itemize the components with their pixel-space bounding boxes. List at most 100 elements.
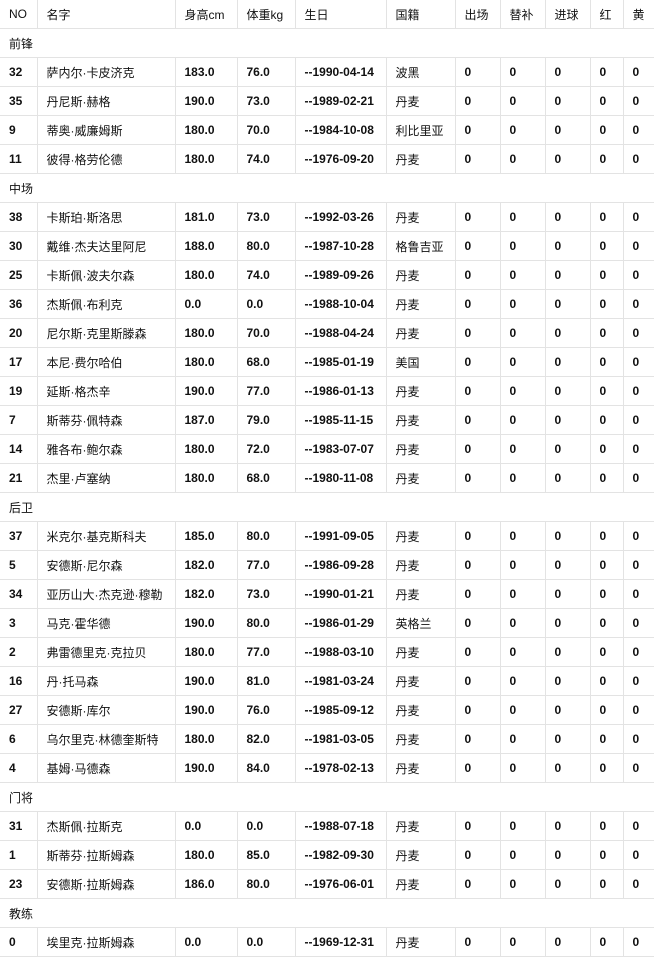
cell-name[interactable]: 杰里·卢塞纳 <box>36 463 175 493</box>
player-row[interactable]: 1 斯蒂芬·拉斯姆森 180.0 85.0 --1982-09-30 丹麦 0 0 0 0 0 <box>0 840 654 870</box>
player-row[interactable]: 32 萨内尔·卡皮济克 183.0 76.0 --1990-04-14 波黑 0 0 0 0 0 <box>0 57 654 87</box>
player-row[interactable]: 38 卡斯珀·斯洛思 181.0 73.0 --1992-03-26 丹麦 0 0 0 0 0 <box>0 202 654 232</box>
cell-name[interactable]: 丹·托马森 <box>36 666 175 696</box>
cell-name[interactable]: 亚历山大·杰克逊·穆勒 <box>36 579 175 609</box>
cell-name[interactable]: 本尼·费尔哈伯 <box>36 347 175 377</box>
player-row[interactable]: 4 基姆·马德森 190.0 84.0 --1978-02-13 丹麦 0 0 0 0 0 <box>0 753 654 783</box>
cell-name[interactable]: 蒂奥·威廉姆斯 <box>36 115 175 145</box>
column-header-yellow-cards[interactable]: 黄 <box>622 0 654 29</box>
cell-name[interactable]: 米克尔·基克斯科夫 <box>36 521 175 551</box>
cell-name[interactable]: 彼得·格劳伦德 <box>36 144 175 174</box>
cell-name[interactable]: 乌尔里克·林德奎斯特 <box>36 724 175 754</box>
column-header-weight[interactable]: 体重kg <box>236 0 295 29</box>
player-row[interactable]: 21 杰里·卢塞纳 180.0 68.0 --1980-11-08 丹麦 0 0 0 0 0 <box>0 463 654 493</box>
cell-name[interactable]: 杰斯佩·拉斯克 <box>36 811 175 841</box>
player-row[interactable]: 23 安德斯·拉斯姆森 186.0 80.0 --1976-06-01 丹麦 0 0 0 0 0 <box>0 869 654 899</box>
cell-appearances: 0 <box>454 347 500 377</box>
cell-appearances: 0 <box>454 260 500 290</box>
player-row[interactable]: 0 埃里克·拉斯姆森 0.0 0.0 --1969-12-31 丹麦 0 0 0 0 0 <box>0 927 654 957</box>
column-header-substitutes[interactable]: 替补 <box>499 0 545 29</box>
column-header-name[interactable]: 名字 <box>36 0 175 29</box>
cell-birthday: --1969-12-31 <box>294 927 386 957</box>
player-row[interactable]: 14 雅各布·鲍尔森 180.0 72.0 --1983-07-07 丹麦 0 0 0 0 0 <box>0 434 654 464</box>
player-row[interactable]: 16 丹·托马森 190.0 81.0 --1981-03-24 丹麦 0 0 0 0 0 <box>0 666 654 696</box>
cell-name[interactable]: 卡斯珀·斯洛思 <box>36 202 175 232</box>
cell-number: 16 <box>0 666 37 696</box>
cell-goals: 0 <box>544 608 590 638</box>
player-row[interactable]: 9 蒂奥·威廉姆斯 180.0 70.0 --1984-10-08 利比里亚 0 0 0 0 0 <box>0 115 654 145</box>
cell-name[interactable]: 安德斯·库尔 <box>36 695 175 725</box>
cell-number: 4 <box>0 753 37 783</box>
cell-name[interactable]: 丹尼斯·赫格 <box>36 86 175 116</box>
cell-name[interactable]: 杰斯佩·布利克 <box>36 289 175 319</box>
cell-name[interactable]: 萨内尔·卡皮济克 <box>36 57 175 87</box>
cell-name[interactable]: 安德斯·拉斯姆森 <box>36 869 175 899</box>
column-header-height[interactable]: 身高cm <box>174 0 237 29</box>
cell-name[interactable]: 弗雷德里克·克拉贝 <box>36 637 175 667</box>
cell-appearances: 0 <box>454 144 500 174</box>
cell-substitutes: 0 <box>499 724 545 754</box>
cell-name[interactable]: 安德斯·尼尔森 <box>36 550 175 580</box>
cell-nationality: 丹麦 <box>385 463 455 493</box>
cell-name[interactable]: 斯蒂芬·拉斯姆森 <box>36 840 175 870</box>
cell-substitutes: 0 <box>499 869 545 899</box>
cell-nationality: 丹麦 <box>385 521 455 551</box>
cell-weight: 73.0 <box>236 202 295 232</box>
cell-name[interactable]: 埃里克·拉斯姆森 <box>36 927 175 957</box>
player-row[interactable]: 31 杰斯佩·拉斯克 0.0 0.0 --1988-07-18 丹麦 0 0 0 0 0 <box>0 811 654 841</box>
cell-weight: 77.0 <box>236 637 295 667</box>
player-row[interactable]: 17 本尼·费尔哈伯 180.0 68.0 --1985-01-19 美国 0 0 0 0 0 <box>0 347 654 377</box>
cell-height: 183.0 <box>174 57 237 87</box>
cell-red-cards: 0 <box>589 550 623 580</box>
cell-name[interactable]: 马克·霍华德 <box>36 608 175 638</box>
player-row[interactable]: 6 乌尔里克·林德奎斯特 180.0 82.0 --1981-03-05 丹麦 0 0 0 0 0 <box>0 724 654 754</box>
cell-name[interactable]: 尼尔斯·克里斯滕森 <box>36 318 175 348</box>
player-row[interactable]: 36 杰斯佩·布利克 0.0 0.0 --1988-10-04 丹麦 0 0 0 0 0 <box>0 289 654 319</box>
cell-name[interactable]: 戴维·杰夫达里阿尼 <box>36 231 175 261</box>
cell-appearances: 0 <box>454 202 500 232</box>
column-header-birthday[interactable]: 生日 <box>294 0 386 29</box>
column-header-appearances[interactable]: 出场 <box>454 0 500 29</box>
player-row[interactable]: 37 米克尔·基克斯科夫 185.0 80.0 --1991-09-05 丹麦 0 0 0 0 0 <box>0 521 654 551</box>
cell-name[interactable]: 雅各布·鲍尔森 <box>36 434 175 464</box>
cell-height: 180.0 <box>174 144 237 174</box>
player-row[interactable]: 35 丹尼斯·赫格 190.0 73.0 --1989-02-21 丹麦 0 0 0 0 0 <box>0 86 654 116</box>
cell-number: 20 <box>0 318 37 348</box>
cell-goals: 0 <box>544 927 590 957</box>
cell-height: 180.0 <box>174 434 237 464</box>
player-row[interactable]: 2 弗雷德里克·克拉贝 180.0 77.0 --1988-03-10 丹麦 0 0 0 0 0 <box>0 637 654 667</box>
cell-birthday: --1986-01-13 <box>294 376 386 406</box>
cell-weight: 76.0 <box>236 695 295 725</box>
cell-name[interactable]: 延斯·格杰辛 <box>36 376 175 406</box>
column-header-number[interactable]: NO <box>0 0 37 29</box>
cell-yellow-cards: 0 <box>622 347 654 377</box>
cell-height: 0.0 <box>174 289 237 319</box>
player-row[interactable]: 30 戴维·杰夫达里阿尼 188.0 80.0 --1987-10-28 格鲁吉亚 0 0 0 0… <box>0 231 654 261</box>
player-row[interactable]: 7 斯蒂芬·佩特森 187.0 79.0 --1985-11-15 丹麦 0 0 0 0 0 <box>0 405 654 435</box>
cell-name[interactable]: 卡斯佩·波夫尔森 <box>36 260 175 290</box>
column-header-goals[interactable]: 进球 <box>544 0 590 29</box>
cell-birthday: --1990-01-21 <box>294 579 386 609</box>
cell-yellow-cards: 0 <box>622 637 654 667</box>
column-header-red-cards[interactable]: 红 <box>589 0 623 29</box>
column-header-nationality[interactable]: 国籍 <box>385 0 455 29</box>
player-row[interactable]: 34 亚历山大·杰克逊·穆勒 182.0 73.0 --1990-01-21 丹麦 0 0 0 0… <box>0 579 654 609</box>
cell-name[interactable]: 基姆·马德森 <box>36 753 175 783</box>
player-row[interactable]: 3 马克·霍华德 190.0 80.0 --1986-01-29 英格兰 0 0 0 0 0 <box>0 608 654 638</box>
player-row[interactable]: 20 尼尔斯·克里斯滕森 180.0 70.0 --1988-04-24 丹麦 0 0 0 0 0 <box>0 318 654 348</box>
cell-appearances: 0 <box>454 463 500 493</box>
cell-appearances: 0 <box>454 521 500 551</box>
player-row[interactable]: 11 彼得·格劳伦德 180.0 74.0 --1976-09-20 丹麦 0 0 0 0 0 <box>0 144 654 174</box>
player-row[interactable]: 27 安德斯·库尔 190.0 76.0 --1985-09-12 丹麦 0 0 0 0 0 <box>0 695 654 725</box>
cell-name[interactable]: 斯蒂芬·佩特森 <box>36 405 175 435</box>
player-row[interactable]: 25 卡斯佩·波夫尔森 180.0 74.0 --1989-09-26 丹麦 0 0 0 0 0 <box>0 260 654 290</box>
cell-nationality: 丹麦 <box>385 86 455 116</box>
group-label: 前锋 <box>0 28 654 58</box>
player-row[interactable]: 5 安德斯·尼尔森 182.0 77.0 --1986-09-28 丹麦 0 0 0 0 0 <box>0 550 654 580</box>
cell-substitutes: 0 <box>499 202 545 232</box>
cell-goals: 0 <box>544 202 590 232</box>
cell-weight: 72.0 <box>236 434 295 464</box>
cell-appearances: 0 <box>454 753 500 783</box>
player-row[interactable]: 19 延斯·格杰辛 190.0 77.0 --1986-01-13 丹麦 0 0 0 0 0 <box>0 376 654 406</box>
cell-goals: 0 <box>544 724 590 754</box>
